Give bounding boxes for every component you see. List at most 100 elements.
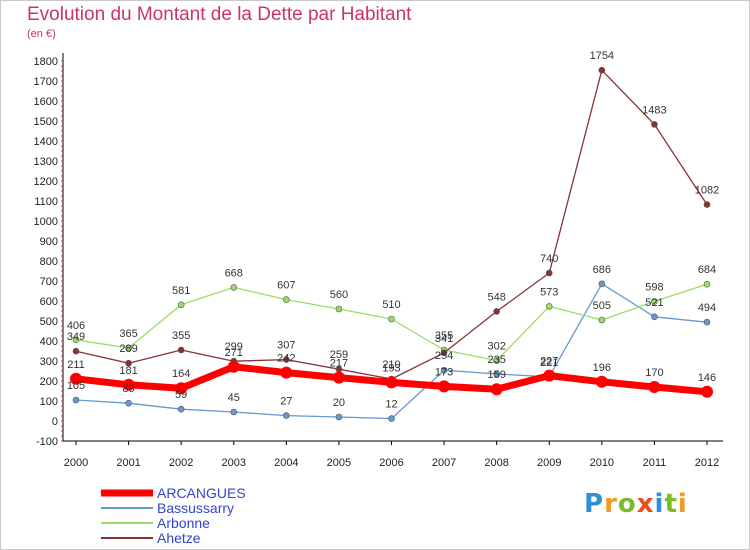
data-label: 355 bbox=[172, 330, 190, 342]
y-tick-label: 900 bbox=[40, 236, 58, 248]
data-point-arbonne bbox=[125, 344, 132, 352]
data-label: 12 bbox=[385, 399, 397, 411]
data-label: 89 bbox=[122, 383, 134, 395]
data-point-ahetze bbox=[703, 201, 711, 208]
data-label: 181 bbox=[119, 365, 137, 377]
data-point-ahetze bbox=[493, 308, 500, 315]
y-tick-label: 200 bbox=[40, 376, 58, 388]
y-tick-label: 1300 bbox=[34, 156, 58, 168]
y-tick-label: 0 bbox=[52, 416, 58, 428]
data-point-ahetze bbox=[72, 347, 80, 355]
y-tick-label: 700 bbox=[40, 276, 58, 288]
data-label: 581 bbox=[172, 285, 190, 297]
logo-letter: i bbox=[677, 489, 688, 519]
y-tick-label: 1200 bbox=[34, 176, 58, 188]
y-tick-label: 1800 bbox=[34, 56, 58, 68]
data-point-arbonne bbox=[703, 280, 711, 288]
logo-letter: o bbox=[617, 489, 637, 519]
x-tick-label: 2009 bbox=[537, 457, 561, 469]
data-label: 259 bbox=[330, 349, 348, 361]
data-point-arcangues bbox=[701, 385, 713, 398]
data-label: 521 bbox=[645, 297, 663, 309]
data-point-arcangues bbox=[280, 366, 293, 379]
data-label: 1754 bbox=[590, 50, 614, 62]
data-point-arbonne bbox=[598, 316, 606, 324]
data-point-arbonne bbox=[72, 336, 80, 344]
data-label: 299 bbox=[225, 341, 243, 353]
data-label: 341 bbox=[435, 333, 453, 345]
data-label: 548 bbox=[487, 291, 505, 303]
data-label: 164 bbox=[172, 368, 190, 380]
data-label: 271 bbox=[225, 347, 243, 359]
data-label: 193 bbox=[382, 362, 400, 374]
data-point-arbonne bbox=[230, 284, 238, 291]
chart-title: Evolution du Montant de la Dette par Hab… bbox=[27, 4, 412, 25]
data-point-arcangues bbox=[332, 371, 345, 384]
logo-letter: P bbox=[584, 489, 605, 519]
data-label: 684 bbox=[698, 264, 716, 276]
data-point-bassussarry bbox=[125, 399, 132, 407]
data-label: 170 bbox=[645, 367, 663, 379]
data-point-arcangues bbox=[227, 360, 240, 373]
data-point-bassussarry bbox=[651, 313, 658, 321]
data-label: 686 bbox=[593, 264, 611, 276]
data-label: 146 bbox=[698, 372, 716, 384]
y-tick-label: -100 bbox=[36, 436, 58, 448]
y-tick-label: 100 bbox=[40, 396, 58, 408]
y-tick-label: 1700 bbox=[34, 76, 58, 88]
data-point-arcangues bbox=[648, 381, 661, 393]
data-label: 159 bbox=[487, 369, 505, 381]
legend-label-arbonne: Arbonne bbox=[157, 515, 210, 531]
data-point-bassussarry bbox=[703, 318, 711, 326]
y-tick-label: 800 bbox=[40, 256, 58, 268]
data-point-arcangues bbox=[122, 378, 135, 391]
data-label: 349 bbox=[67, 331, 85, 343]
proxiti-logo: Proxiti bbox=[584, 489, 688, 519]
y-tick-label: 1600 bbox=[34, 96, 58, 108]
legend-label-bassussarry: Bassussarry bbox=[157, 500, 234, 516]
y-tick-label: 300 bbox=[40, 356, 58, 368]
y-tick-label: 400 bbox=[40, 336, 58, 348]
data-label: 494 bbox=[698, 302, 716, 314]
logo-letter: r bbox=[604, 489, 618, 519]
data-label: 510 bbox=[382, 299, 400, 311]
data-label: 59 bbox=[175, 389, 187, 401]
data-label: 173 bbox=[435, 366, 453, 378]
x-tick-label: 2006 bbox=[379, 457, 403, 469]
data-point-arcangues bbox=[385, 376, 398, 389]
y-tick-label: 1100 bbox=[34, 196, 58, 208]
x-tick-label: 2008 bbox=[484, 457, 508, 469]
y-tick-label: 1400 bbox=[34, 136, 58, 148]
data-label: 668 bbox=[225, 267, 243, 279]
data-point-arbonne bbox=[388, 315, 395, 323]
data-label: 221 bbox=[540, 357, 558, 369]
data-point-arbonne bbox=[545, 303, 553, 310]
data-label: 105 bbox=[67, 380, 85, 392]
data-point-bassussarry bbox=[598, 280, 606, 288]
data-point-arbonne bbox=[335, 305, 343, 313]
data-point-ahetze bbox=[283, 356, 290, 363]
x-tick-label: 2002 bbox=[169, 457, 193, 469]
data-point-arcangues bbox=[175, 382, 188, 395]
data-label: 1483 bbox=[642, 104, 666, 116]
data-label: 307 bbox=[277, 340, 295, 352]
x-tick-label: 2000 bbox=[64, 457, 88, 469]
data-point-ahetze bbox=[177, 346, 185, 354]
data-point-arbonne bbox=[283, 296, 290, 303]
data-label: 242 bbox=[277, 353, 295, 365]
data-label: 740 bbox=[540, 253, 558, 265]
data-label: 1082 bbox=[695, 185, 719, 197]
data-point-bassussarry bbox=[388, 415, 395, 422]
data-label: 560 bbox=[330, 289, 348, 301]
data-point-arcangues bbox=[490, 383, 503, 396]
x-tick-label: 2005 bbox=[327, 457, 351, 469]
data-label: 211 bbox=[67, 359, 85, 371]
x-tick-label: 2012 bbox=[695, 457, 719, 469]
data-point-bassussarry bbox=[177, 405, 185, 413]
data-point-arcangues bbox=[595, 375, 608, 388]
data-label: 598 bbox=[645, 281, 663, 293]
x-tick-label: 2011 bbox=[643, 457, 667, 469]
data-point-arbonne bbox=[177, 301, 185, 309]
